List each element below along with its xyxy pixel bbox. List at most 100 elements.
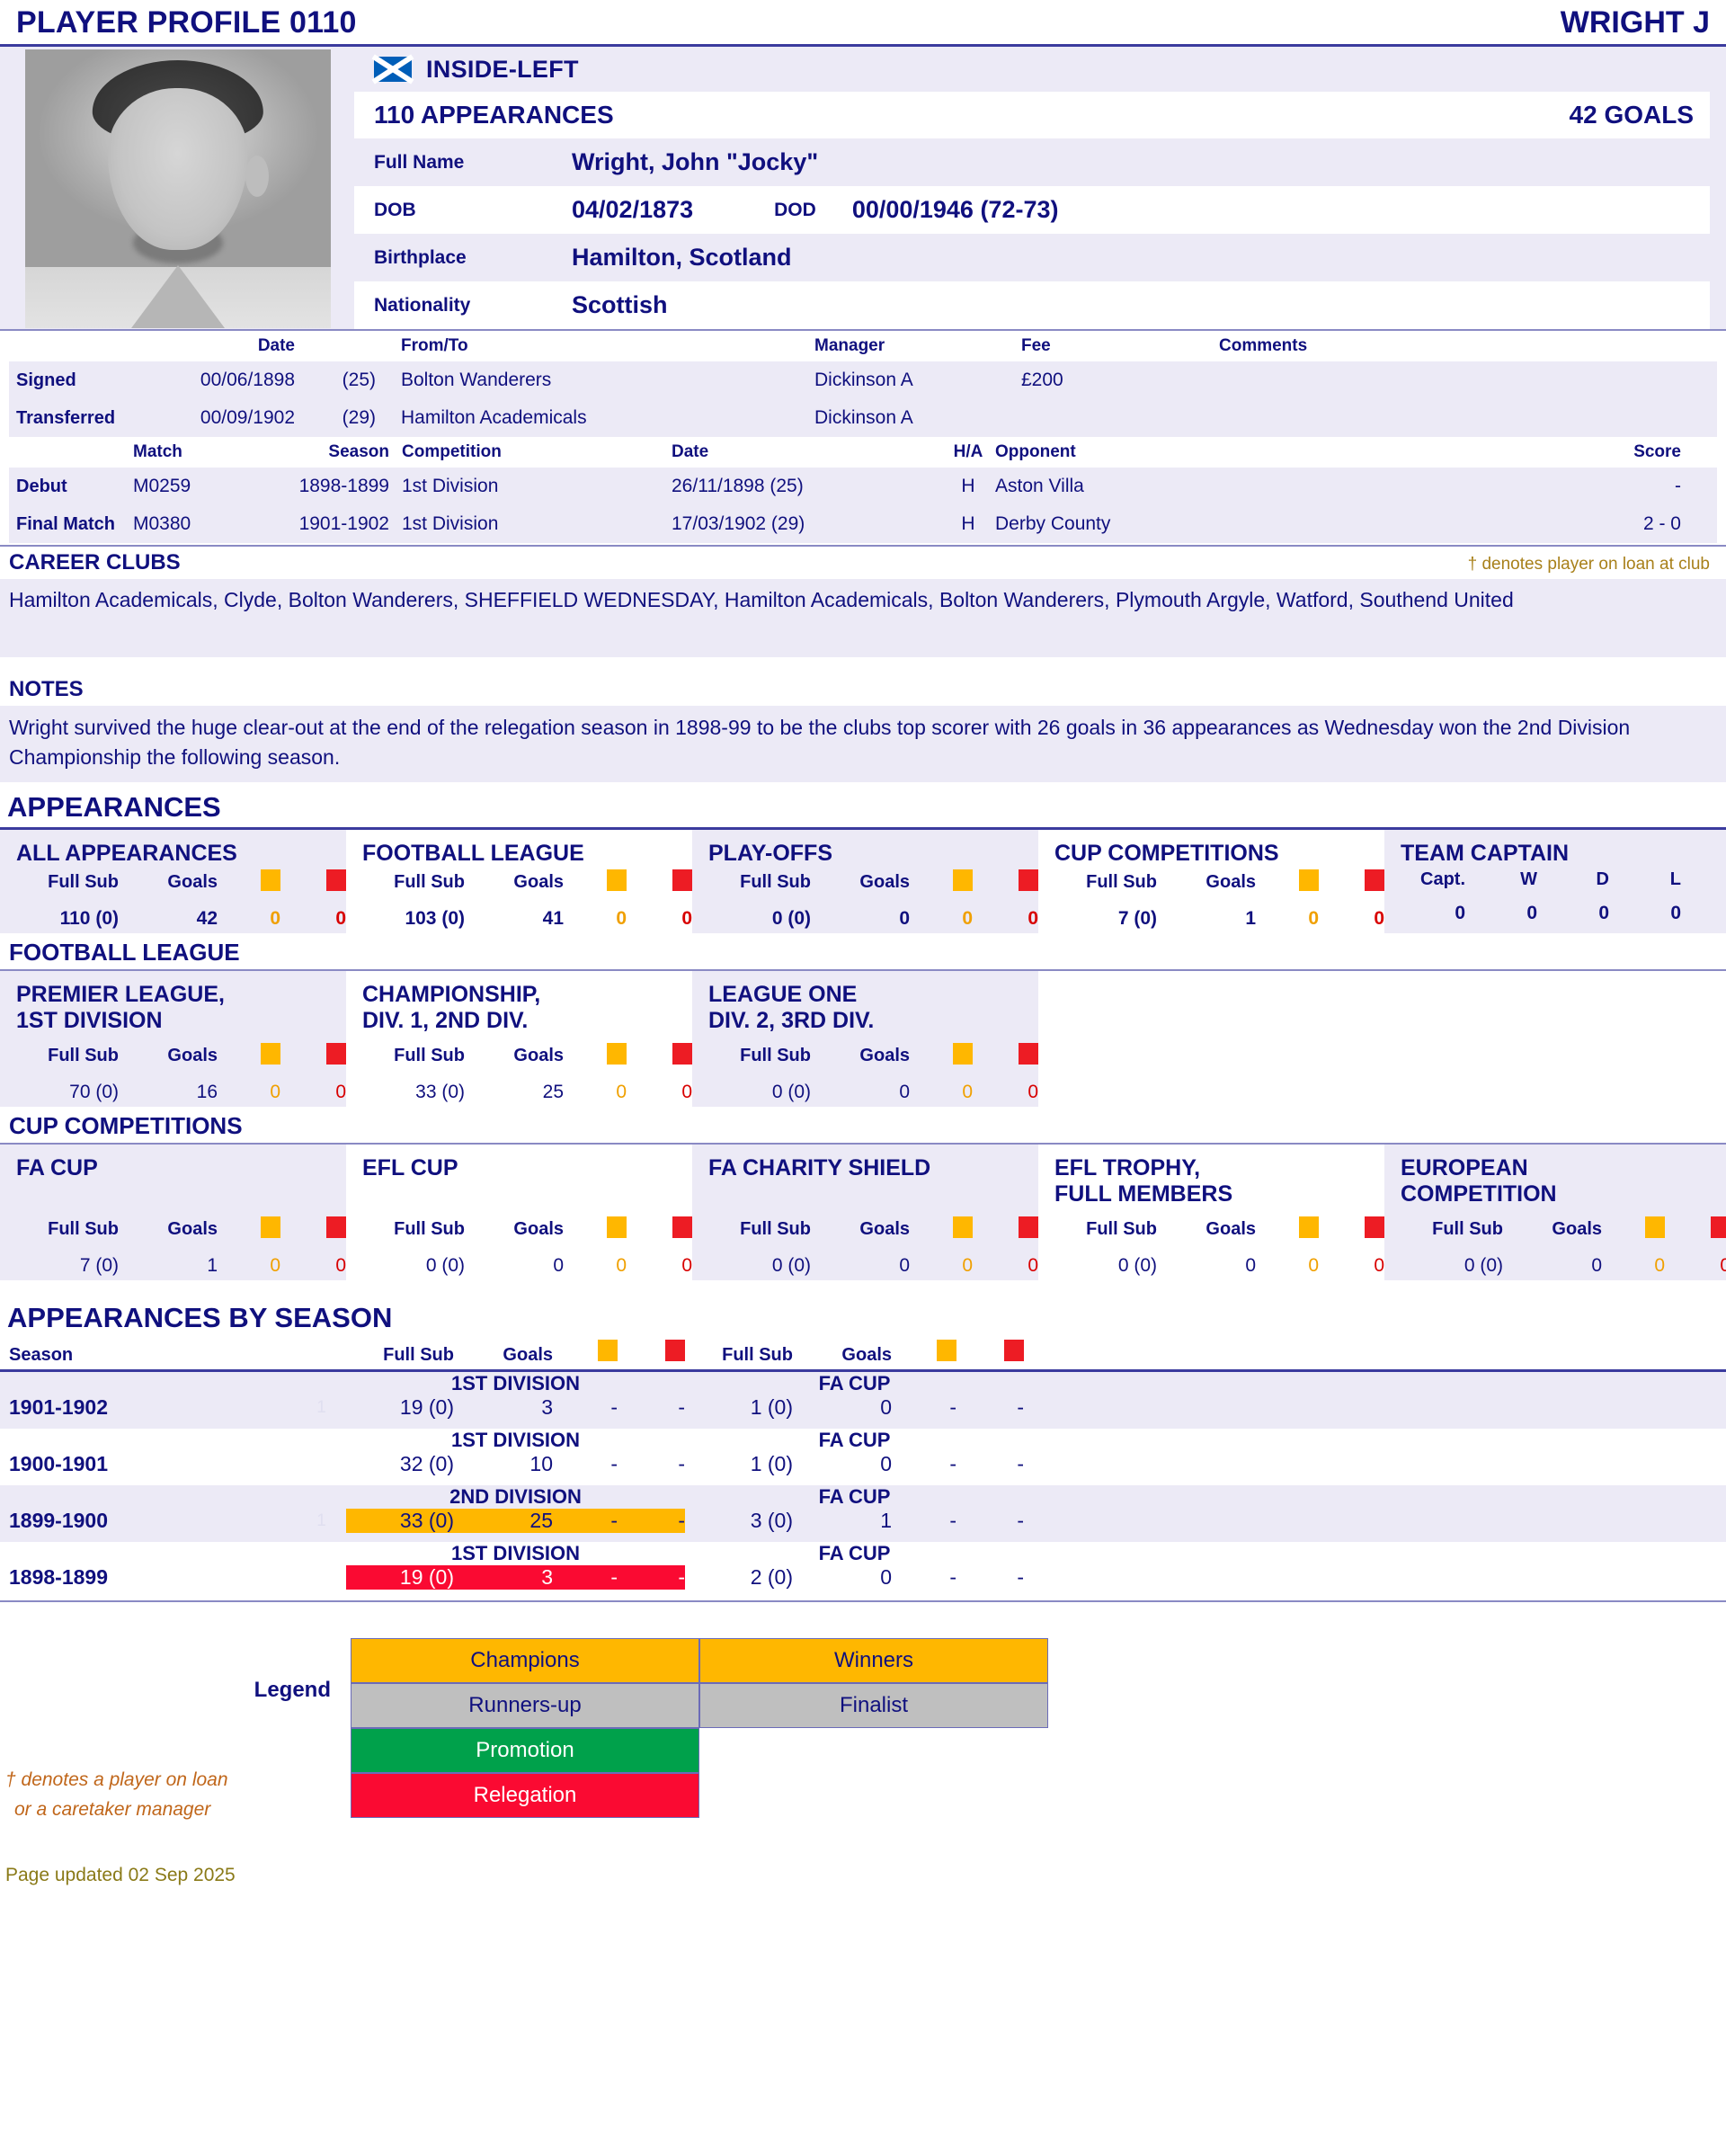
matches-divider — [0, 545, 1726, 547]
transfer-age: (29) — [342, 407, 376, 428]
photo-moustache — [129, 194, 227, 226]
table-row: 1901-1902 1 19 (0) 3 - - 1 (0) 0 - - — [0, 1395, 1726, 1429]
league-goals: 25 — [529, 1509, 553, 1533]
val-yellow: 0 — [270, 1082, 280, 1103]
panel-title-line1: CHAMPIONSHIP, — [362, 982, 541, 1008]
panel-title: ALL APPEARANCES — [16, 840, 237, 866]
loan-note: † denotes player on loan at club — [1467, 555, 1710, 574]
appearances-headline: 110 APPEARANCES — [374, 101, 614, 129]
header-divider — [0, 44, 1726, 47]
league-goals: 3 — [541, 1395, 553, 1420]
cup-competition: FA CUP — [818, 1429, 891, 1452]
col-goals: Goals — [167, 1219, 218, 1240]
val-goals: 41 — [542, 908, 564, 930]
transfer-manager: Dickinson A — [814, 407, 913, 428]
league-full-sub: 33 (0) — [399, 1509, 454, 1533]
league-red: - — [678, 1452, 685, 1476]
col-pct: % — [1681, 869, 1726, 890]
val-goals: 0 — [899, 1082, 910, 1103]
league-yellow: - — [610, 1565, 618, 1590]
table-row: Transferred 00/09/1902 (29) Hamilton Aca… — [9, 399, 1717, 437]
match-ha: H — [961, 476, 975, 496]
th-opponent: Opponent — [995, 442, 1076, 461]
season-competition-row: 1ST DIVISION FA CUP — [0, 1542, 1726, 1565]
legend-spacer — [699, 1773, 1048, 1818]
yellow-card-icon — [953, 1043, 973, 1065]
transfer-club: Hamilton Academicals — [401, 407, 587, 428]
cup-red: - — [1017, 1395, 1024, 1420]
val-goals: 0 — [899, 1255, 910, 1277]
position-row: INSIDE-LEFT — [354, 47, 1710, 92]
cup-stats-group: 2 (0) 0 - - — [685, 1565, 1024, 1590]
nationality-value: Scottish — [572, 291, 668, 318]
dob-label: DOB — [374, 199, 416, 220]
birthplace-value: Hamilton, Scotland — [572, 244, 792, 271]
legend-champions: Champions — [351, 1638, 699, 1684]
dod-value: 00/00/1946 (72-73) — [851, 196, 1059, 223]
full-name-label: Full Name — [374, 151, 465, 173]
col-cup-goals: Goals — [841, 1345, 892, 1366]
val-red: 0 — [681, 1255, 692, 1277]
val-yellow: 0 — [270, 908, 280, 930]
transfer-comments — [1219, 361, 1717, 399]
by-season-rows: 1ST DIVISION FA CUP 1901-1902 1 19 (0) 3- -1 (… — [0, 1372, 1726, 1599]
red-card-icon — [326, 1043, 346, 1065]
val-yellow: 0 — [1308, 1255, 1319, 1277]
val-full-sub: 0 (0) — [771, 908, 811, 930]
table-row: Debut M0259 1898-1899 1st Division 26/11… — [9, 468, 1717, 505]
match-opponent: Derby County — [995, 513, 1111, 534]
val-goals: 0 — [1245, 1255, 1256, 1277]
yellow-card-icon — [1299, 869, 1319, 892]
red-card-icon — [1004, 1340, 1024, 1362]
league-yellow: - — [610, 1509, 618, 1533]
col-goals: Goals — [167, 1046, 218, 1066]
cup-red: - — [1017, 1452, 1024, 1476]
legend-winners: Winners — [699, 1638, 1048, 1684]
appearances-panels: ALL APPEARANCES Full Sub Goals 110 (0) 4… — [0, 829, 1726, 934]
transfers-section: Date From/To Manager Fee Comments Signed… — [9, 331, 1717, 437]
league-stats-group: 19 (0) 3 - - — [346, 1395, 685, 1420]
league-yellow: - — [610, 1452, 618, 1476]
val-full-sub: 0 (0) — [1464, 1255, 1503, 1277]
th-fromto: From/To — [401, 336, 468, 355]
panel-title: EFL CUP — [346, 1152, 692, 1216]
panel-play-offs: PLAY-OFFS Full Sub Goals 0 (0) 0 0 0 — [692, 829, 1038, 934]
transfer-age: (25) — [342, 370, 376, 390]
panel-title: FOOTBALL LEAGUE — [362, 840, 584, 866]
legend-finalist: Finalist — [699, 1683, 1048, 1729]
goals-headline: 42 GOALS — [1569, 101, 1694, 129]
birthplace-label: Birthplace — [374, 246, 467, 268]
cup-competitions-panels: FA CUP Full Sub Goals 7 (0) 1 0 0 EFL CU… — [0, 1145, 1726, 1281]
cup-full-sub: 3 (0) — [750, 1509, 793, 1533]
yellow-card-icon — [598, 1340, 618, 1362]
panel-european-competition: EUROPEAN COMPETITION Full Sub Goals 0 (0… — [1384, 1145, 1726, 1281]
panel-title: EFL TROPHY, FULL MEMBERS — [1038, 1152, 1384, 1216]
legend-row: Relegation — [351, 1773, 1048, 1819]
table-row: Signed 00/06/1898 (25) Bolton Wanderers … — [9, 361, 1717, 399]
nationality-row: Nationality Scottish — [354, 281, 1710, 329]
yellow-card-icon — [937, 1340, 956, 1362]
scotland-flag-icon — [371, 54, 414, 85]
val-full-sub: 0 (0) — [771, 1255, 811, 1277]
panel-title: CUP COMPETITIONS — [1054, 840, 1279, 866]
col-full-sub: Full Sub — [740, 872, 811, 893]
season-block: 1ST DIVISION FA CUP 1900-1901 32 (0) 10- -1 (… — [0, 1429, 1726, 1486]
match-score: - — [1675, 476, 1681, 496]
transfer-fee: £200 — [1021, 370, 1063, 390]
cup-competition: FA CUP — [818, 1485, 891, 1509]
career-clubs-title: CAREER CLUBS — [9, 550, 181, 575]
player-name-title: WRIGHT J — [1560, 5, 1710, 40]
career-clubs-list: Hamilton Academicals, Clyde, Bolton Wand… — [9, 588, 1514, 611]
page-title: PLAYER PROFILE 0110 — [16, 5, 357, 40]
full-name-value: Wright, John "Jocky" — [572, 148, 819, 175]
match-season: 1901-1902 — [298, 513, 389, 534]
season-block: 2ND DIVISION FA CUP 1899-1900 1 33 (0) 25- -3 … — [0, 1485, 1726, 1543]
cup-goals: 1 — [880, 1509, 892, 1533]
transfer-fee — [1021, 399, 1219, 437]
panel-title-line1: EUROPEAN — [1401, 1155, 1528, 1181]
yellow-card-icon — [1645, 1216, 1665, 1239]
career-clubs-header: CAREER CLUBS † denotes player on loan at… — [0, 547, 1726, 579]
red-card-icon — [672, 1043, 692, 1065]
cup-competitions-divider — [0, 1143, 1726, 1145]
match-type: Final Match — [16, 513, 116, 534]
